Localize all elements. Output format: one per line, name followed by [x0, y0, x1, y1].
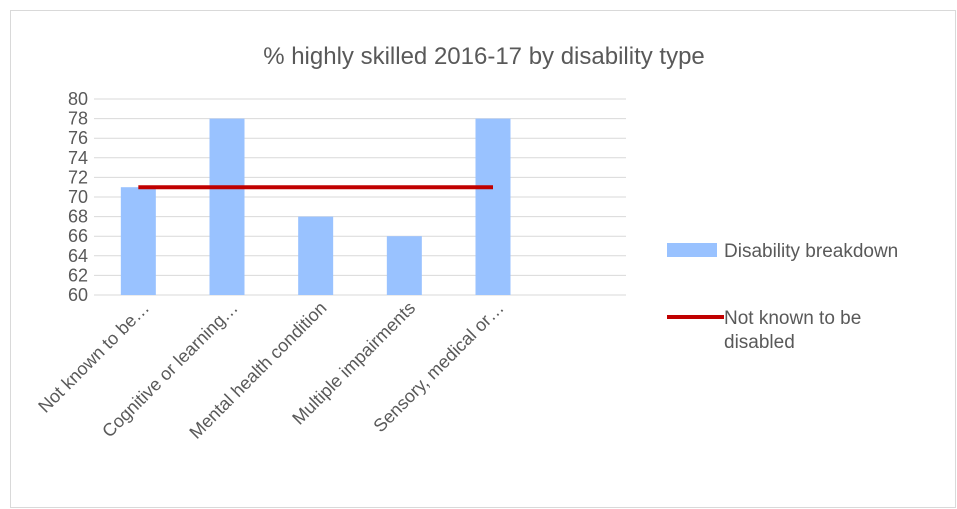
y-tick-label: 70: [68, 187, 88, 207]
y-tick-label: 62: [68, 265, 88, 285]
chart-title: % highly skilled 2016-17 by disability t…: [263, 43, 705, 70]
y-tick-label: 74: [68, 148, 88, 168]
gridlines: [94, 98, 626, 296]
legend: Disability breakdown Not known to be disa…: [667, 241, 898, 353]
bar: [475, 118, 511, 295]
y-tick-label: 66: [68, 226, 88, 246]
y-tick-label: 72: [68, 167, 88, 187]
y-tick-label: 68: [68, 207, 88, 227]
bar: [120, 187, 156, 295]
y-tick-label: 80: [68, 89, 88, 109]
bar: [209, 118, 245, 295]
y-tick-label: 60: [68, 285, 88, 305]
x-axis: Not known to be…Cognitive or learning…Me…: [34, 298, 508, 443]
bars: [120, 118, 511, 295]
y-tick-label: 64: [68, 246, 88, 266]
legend-label-not-known: Not known to be disabled: [724, 308, 861, 353]
legend-label-disability-breakdown: Disability breakdown: [724, 241, 898, 262]
legend-swatch-disability-breakdown: [667, 243, 717, 257]
y-tick-label: 76: [68, 128, 88, 148]
bar: [386, 236, 422, 295]
y-tick-label: 78: [68, 109, 88, 129]
bar: [298, 216, 334, 295]
